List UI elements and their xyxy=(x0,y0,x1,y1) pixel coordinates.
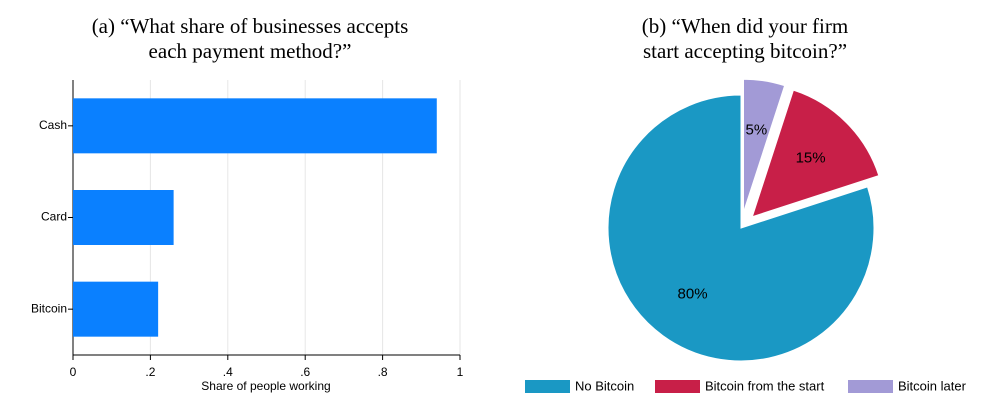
x-tick-label: 0 xyxy=(70,365,77,379)
pie-slice xyxy=(607,94,875,362)
legend-label: Bitcoin from the start xyxy=(705,378,825,393)
slice-label: 5% xyxy=(746,122,768,139)
x-tick-label: .2 xyxy=(145,365,155,379)
legend-swatch xyxy=(655,380,700,393)
x-axis-label: Share of people working xyxy=(201,379,330,393)
bar xyxy=(73,281,159,337)
slice-label: 15% xyxy=(796,149,826,166)
chart-title: (b) “When did your firm xyxy=(642,14,848,38)
y-tick-label: Bitcoin xyxy=(31,301,67,315)
slice-label: 80% xyxy=(678,286,708,303)
y-tick-label: Card xyxy=(41,210,67,224)
chart-title: each payment method?” xyxy=(149,39,352,63)
chart-title: start accepting bitcoin?” xyxy=(643,39,847,63)
y-tick-label: Cash xyxy=(39,118,67,132)
legend-swatch xyxy=(525,380,570,393)
pie-slice xyxy=(751,89,880,218)
x-tick-label: .8 xyxy=(378,365,388,379)
bar xyxy=(73,98,437,154)
x-tick-label: .6 xyxy=(300,365,310,379)
pie-slice xyxy=(743,78,786,213)
x-tick-label: .4 xyxy=(223,365,233,379)
bar xyxy=(73,190,174,245)
x-tick-label: 1 xyxy=(457,365,464,379)
legend-label: No Bitcoin xyxy=(575,378,634,393)
chart-title: (a) “What share of businesses accepts xyxy=(92,14,409,38)
legend-label: Bitcoin later xyxy=(898,378,967,393)
legend-swatch xyxy=(848,380,893,393)
